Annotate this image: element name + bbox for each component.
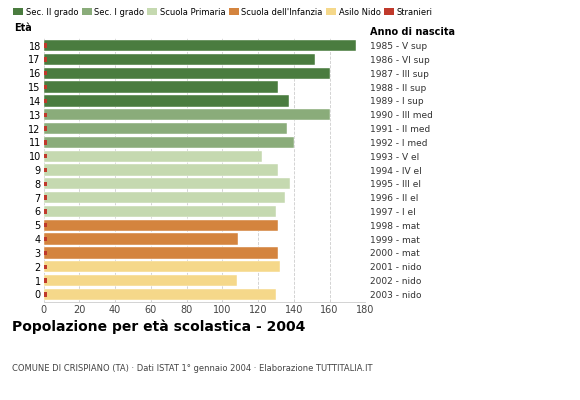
Bar [44,261,280,272]
Bar [44,164,278,176]
Bar [44,82,278,93]
Bar [44,112,47,117]
Bar [44,126,47,131]
Bar [44,223,47,228]
Bar [44,123,287,134]
Bar [44,109,329,120]
Bar [44,54,316,65]
Bar [44,178,290,190]
Bar [44,209,47,214]
Bar [44,137,294,148]
Bar [44,150,262,162]
Bar [44,68,329,79]
Text: Anno di nascita: Anno di nascita [370,27,455,37]
Legend: Sec. II grado, Sec. I grado, Scuola Primaria, Scuola dell'Infanzia, Asilo Nido, : Sec. II grado, Sec. I grado, Scuola Prim… [10,4,436,20]
Text: Età: Età [14,23,32,33]
Text: Popolazione per età scolastica - 2004: Popolazione per età scolastica - 2004 [12,320,305,334]
Bar [44,140,47,144]
Bar [44,168,47,172]
Bar [44,192,285,203]
Bar [44,71,47,75]
Text: COMUNE DI CRISPIANO (TA) · Dati ISTAT 1° gennaio 2004 · Elaborazione TUTTITALIA.: COMUNE DI CRISPIANO (TA) · Dati ISTAT 1°… [12,364,372,373]
Bar [44,234,238,245]
Bar [44,154,47,158]
Bar [44,220,278,231]
Bar [44,206,276,217]
Bar [44,95,288,106]
Bar [44,196,47,200]
Bar [44,275,237,286]
Bar [44,85,47,89]
Bar [44,251,47,255]
Bar [44,99,47,103]
Bar [44,44,47,48]
Bar [44,57,47,62]
Bar [44,237,47,241]
Bar [44,292,47,296]
Bar [44,265,47,269]
Bar [44,40,357,51]
Bar [44,247,278,258]
Bar [44,278,47,283]
Bar [44,289,276,300]
Bar [44,182,47,186]
